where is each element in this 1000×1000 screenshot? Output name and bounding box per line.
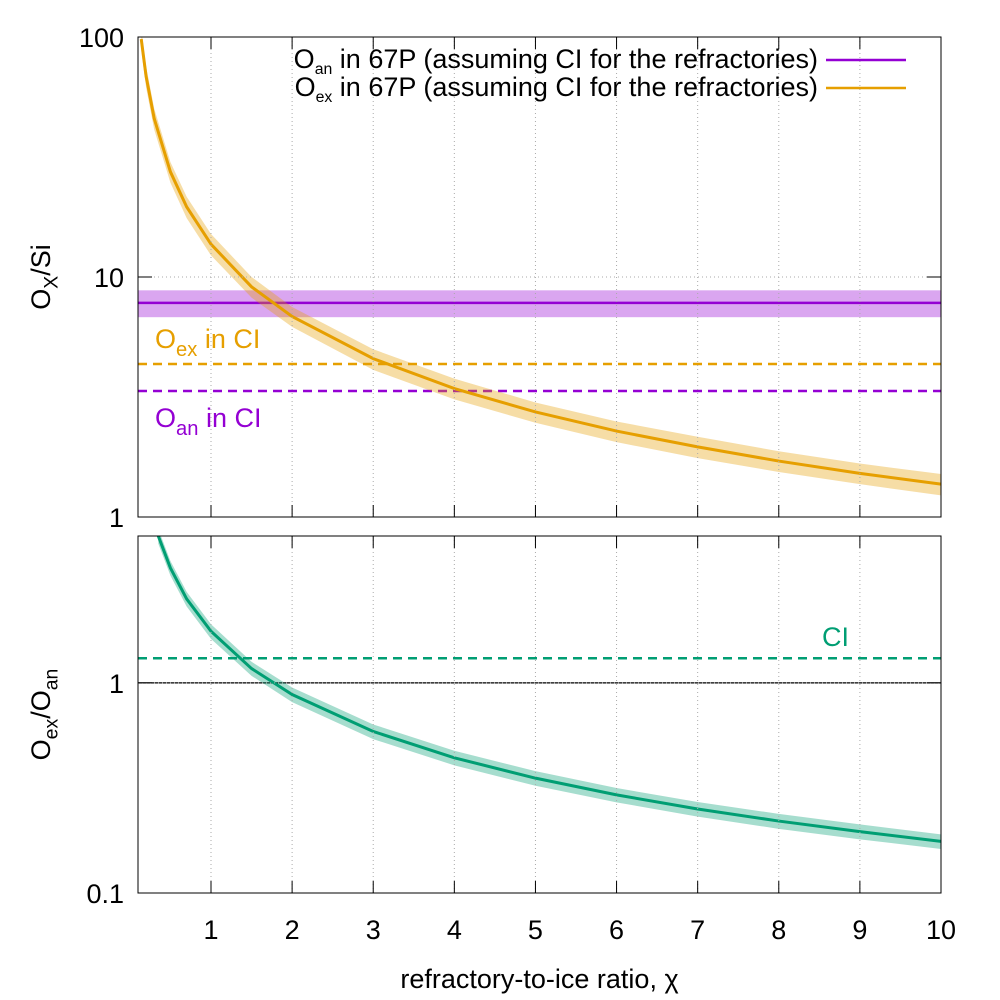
x-tick-label: 8 bbox=[771, 915, 786, 945]
legend-label-part: ex bbox=[316, 89, 333, 106]
legend-label-part: in 67P (assuming CI for the refractories… bbox=[332, 44, 818, 74]
y-tick-label: 0.1 bbox=[86, 879, 124, 909]
legend-label-part: O bbox=[295, 72, 316, 102]
x-tick-label: 6 bbox=[609, 915, 624, 945]
legend-label-part: O bbox=[294, 44, 315, 74]
series-line bbox=[156, 536, 941, 843]
legend-label-part: in 67P (assuming CI for the refractories… bbox=[332, 72, 818, 102]
y-axis-label-part: O bbox=[26, 739, 56, 760]
uncertainty-band bbox=[158, 536, 941, 849]
legend-label-part: an bbox=[315, 61, 333, 78]
x-tick-label: 1 bbox=[203, 915, 218, 945]
y-axis-label-part: /O bbox=[26, 690, 56, 719]
y-axis-label-part: /Si bbox=[26, 244, 56, 276]
annotation-part: O bbox=[155, 324, 176, 354]
x-axis-label: refractory-to-ice ratio, χ bbox=[400, 964, 678, 994]
x-tick-label: 10 bbox=[926, 915, 956, 945]
x-tick-label: 5 bbox=[528, 915, 543, 945]
y-tick-label: 100 bbox=[79, 23, 124, 53]
plot-area bbox=[138, 536, 941, 849]
annotation-part: in CI bbox=[198, 403, 261, 433]
x-tick-label: 2 bbox=[285, 915, 300, 945]
plot-frame bbox=[137, 535, 942, 894]
x-tick-label: 9 bbox=[852, 915, 867, 945]
series-line bbox=[139, 38, 941, 486]
y-axis-label: Oex/Oan bbox=[26, 669, 63, 761]
annotation: CI bbox=[822, 622, 849, 652]
x-tick-label: 7 bbox=[690, 915, 705, 945]
y-tick-label: 1 bbox=[109, 503, 124, 533]
annotation-part: ex bbox=[176, 339, 197, 361]
legend-label: Oan in 67P (assuming CI for the refracto… bbox=[294, 44, 818, 78]
annotation-part: O bbox=[155, 403, 176, 433]
plot-frame bbox=[137, 36, 942, 518]
x-tick-label: 4 bbox=[447, 915, 462, 945]
annotation: Oan in CI bbox=[155, 403, 261, 440]
y-axis-label-part: an bbox=[41, 669, 63, 691]
annotation: Oex in CI bbox=[155, 324, 260, 361]
y-axis-label-part: X bbox=[41, 276, 63, 289]
y-axis-label: OX/Si bbox=[26, 244, 63, 310]
annotation-part: CI bbox=[822, 622, 849, 652]
annotation-part: an bbox=[176, 418, 198, 440]
y-axis-label-part: ex bbox=[41, 719, 63, 740]
legend-label: Oex in 67P (assuming CI for the refracto… bbox=[295, 72, 818, 106]
y-tick-label: 1 bbox=[109, 669, 124, 699]
y-tick-label: 10 bbox=[94, 263, 124, 293]
annotation-part: in CI bbox=[197, 324, 260, 354]
x-tick-label: 3 bbox=[366, 915, 381, 945]
plot-area bbox=[138, 37, 941, 496]
y-axis-label-part: O bbox=[26, 289, 56, 310]
